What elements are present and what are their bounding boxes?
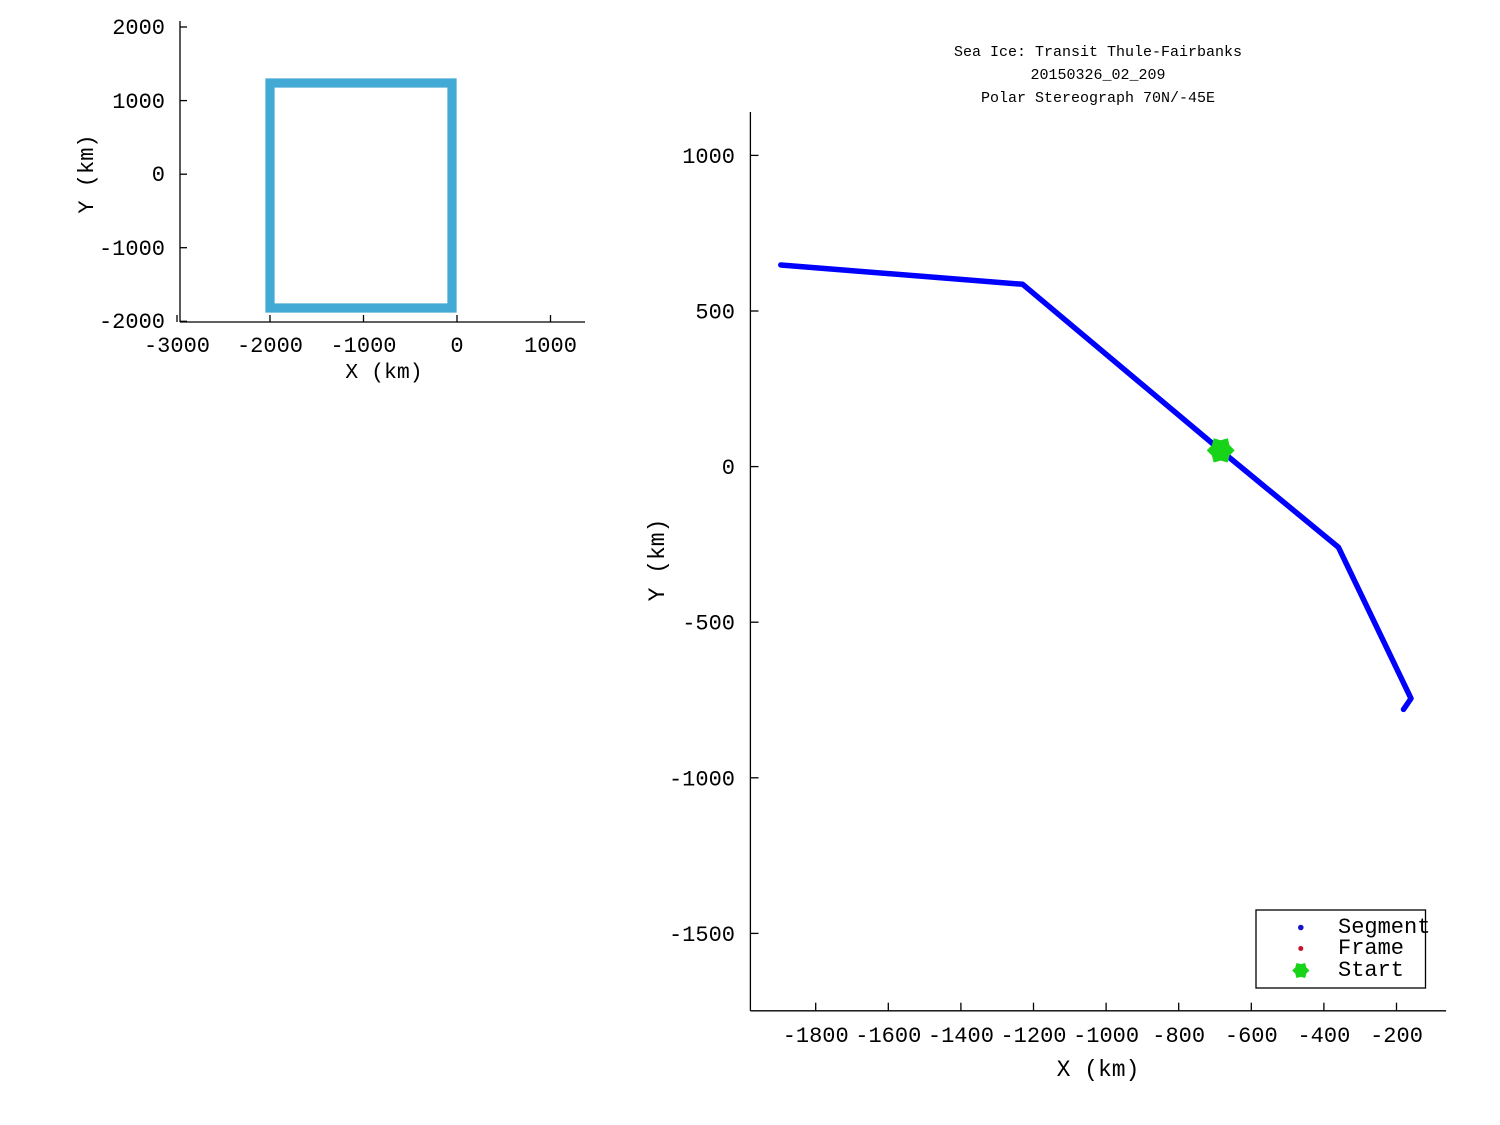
svg-text:-1000: -1000 bbox=[330, 334, 396, 359]
svg-text:-1400: -1400 bbox=[928, 1024, 994, 1049]
svg-text:-1600: -1600 bbox=[855, 1024, 921, 1049]
svg-text:-400: -400 bbox=[1297, 1024, 1350, 1049]
svg-text:20150326_02_209: 20150326_02_209 bbox=[1030, 67, 1165, 84]
svg-text:Y (km): Y (km) bbox=[645, 519, 671, 602]
svg-text:-1800: -1800 bbox=[783, 1024, 849, 1049]
svg-text:0: 0 bbox=[450, 334, 463, 359]
svg-text:1000: 1000 bbox=[524, 334, 577, 359]
svg-text:2000: 2000 bbox=[112, 16, 165, 41]
svg-text:1000: 1000 bbox=[112, 90, 165, 115]
svg-text:-200: -200 bbox=[1370, 1024, 1423, 1049]
svg-text:0: 0 bbox=[152, 163, 165, 188]
svg-text:-600: -600 bbox=[1225, 1024, 1278, 1049]
svg-text:-1000: -1000 bbox=[99, 237, 165, 262]
svg-text:-800: -800 bbox=[1152, 1024, 1205, 1049]
svg-text:1000: 1000 bbox=[682, 145, 735, 170]
svg-text:-1000: -1000 bbox=[1073, 1024, 1139, 1049]
svg-text:Start: Start bbox=[1338, 958, 1404, 983]
svg-text:Sea Ice: Transit Thule-Fairban: Sea Ice: Transit Thule-Fairbanks bbox=[954, 44, 1242, 61]
svg-text:-2000: -2000 bbox=[237, 334, 303, 359]
svg-text:X (km): X (km) bbox=[1057, 1057, 1140, 1083]
svg-text:Y (km): Y (km) bbox=[75, 134, 100, 213]
svg-text:-1500: -1500 bbox=[669, 923, 735, 948]
svg-text:-2000: -2000 bbox=[99, 310, 165, 335]
svg-text:-500: -500 bbox=[682, 612, 735, 637]
svg-text:-1000: -1000 bbox=[669, 767, 735, 792]
svg-text:0: 0 bbox=[722, 456, 735, 481]
svg-text:Polar Stereograph 70N/-45E: Polar Stereograph 70N/-45E bbox=[981, 90, 1215, 107]
svg-text:-3000: -3000 bbox=[144, 334, 210, 359]
svg-text:-1200: -1200 bbox=[1000, 1024, 1066, 1049]
svg-text:X (km): X (km) bbox=[345, 361, 422, 385]
svg-text:500: 500 bbox=[695, 301, 735, 326]
